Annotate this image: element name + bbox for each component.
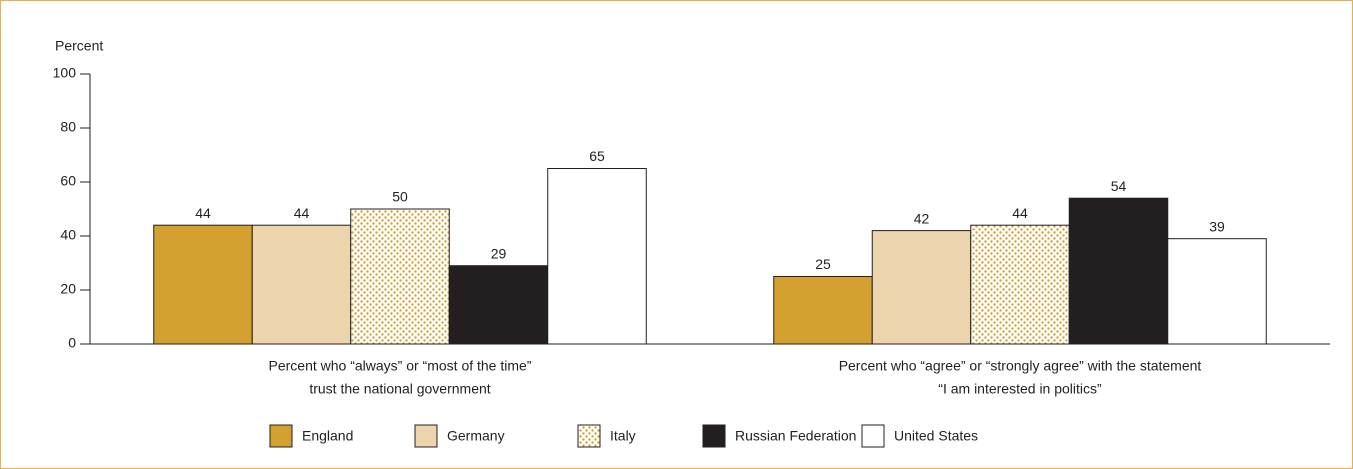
legend-label: England xyxy=(302,428,353,444)
legend-label: Russian Federation xyxy=(735,428,856,444)
bar xyxy=(251,224,352,345)
value-label: 39 xyxy=(1209,218,1225,234)
value-label: 42 xyxy=(914,210,930,226)
legend-swatch xyxy=(577,424,601,448)
value-label: 50 xyxy=(392,189,408,205)
legend-label: Germany xyxy=(447,428,505,444)
value-label: 44 xyxy=(294,205,310,221)
legend-label: United States xyxy=(894,428,978,444)
bar xyxy=(547,168,647,345)
y-tick-label: 0 xyxy=(68,335,76,351)
bar xyxy=(448,265,549,345)
bar xyxy=(871,230,972,345)
value-label: 44 xyxy=(195,205,211,221)
x-tick-label: trust the national government xyxy=(309,381,490,397)
value-label: 25 xyxy=(815,256,831,272)
y-tick-label: 80 xyxy=(60,119,76,135)
bar xyxy=(1167,238,1267,345)
bar xyxy=(1068,197,1169,345)
value-label: 65 xyxy=(589,148,605,164)
bar xyxy=(153,224,253,345)
bar xyxy=(773,276,873,345)
value-label: 29 xyxy=(491,245,507,261)
bar xyxy=(970,224,1070,345)
value-label: 44 xyxy=(1012,205,1028,221)
y-tick-label: 40 xyxy=(60,227,76,243)
x-tick-label: “I am interested in politics” xyxy=(938,381,1102,397)
y-tick-label: 60 xyxy=(60,173,76,189)
y-tick-label: 100 xyxy=(53,65,77,81)
value-label: 54 xyxy=(1111,178,1127,194)
legend-swatch xyxy=(861,424,885,448)
bar xyxy=(350,208,450,345)
legend-swatch xyxy=(702,424,726,448)
legend-swatch xyxy=(269,424,293,448)
x-tick-label: Percent who “agree” or “strongly agree” … xyxy=(839,358,1202,374)
x-tick-label: Percent who “always” or “most of the tim… xyxy=(269,358,532,374)
legend-label: Italy xyxy=(610,428,636,444)
legend-swatch xyxy=(414,424,438,448)
y-axis-label: Percent xyxy=(55,38,103,54)
y-tick-label: 20 xyxy=(60,281,76,297)
